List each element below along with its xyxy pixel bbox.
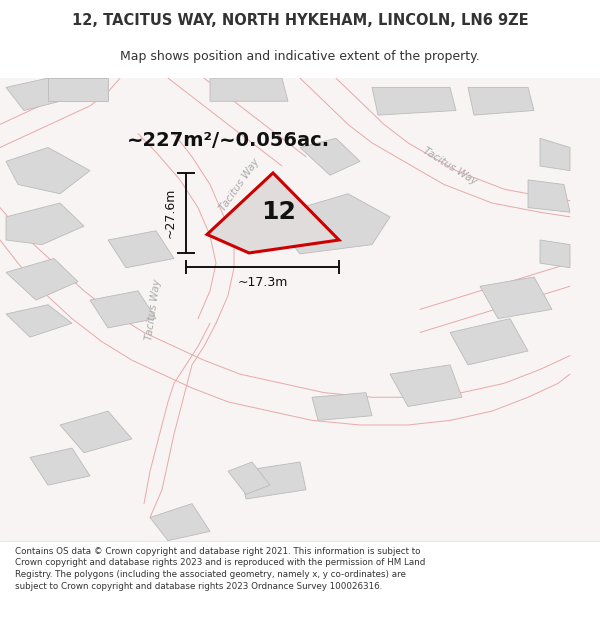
Polygon shape — [540, 138, 570, 171]
Text: ~17.3m: ~17.3m — [238, 276, 287, 289]
Polygon shape — [228, 462, 270, 494]
Polygon shape — [390, 365, 462, 406]
Polygon shape — [528, 180, 570, 213]
Text: 12, TACITUS WAY, NORTH HYKEHAM, LINCOLN, LN6 9ZE: 12, TACITUS WAY, NORTH HYKEHAM, LINCOLN,… — [71, 12, 529, 28]
Polygon shape — [207, 173, 339, 253]
Polygon shape — [210, 78, 288, 101]
Polygon shape — [108, 231, 174, 268]
Polygon shape — [30, 448, 90, 485]
Polygon shape — [372, 88, 456, 115]
Polygon shape — [48, 78, 108, 101]
Polygon shape — [540, 240, 570, 268]
Polygon shape — [300, 138, 360, 175]
Text: Contains OS data © Crown copyright and database right 2021. This information is : Contains OS data © Crown copyright and d… — [15, 546, 425, 591]
Text: 12: 12 — [262, 200, 296, 224]
Text: Tacitus Way: Tacitus Way — [218, 156, 262, 212]
Text: Map shows position and indicative extent of the property.: Map shows position and indicative extent… — [120, 50, 480, 62]
Polygon shape — [90, 291, 156, 328]
Text: Tacitus Way: Tacitus Way — [421, 146, 479, 187]
Polygon shape — [60, 411, 132, 452]
Polygon shape — [6, 78, 60, 111]
Polygon shape — [240, 462, 306, 499]
Polygon shape — [450, 319, 528, 365]
Polygon shape — [312, 392, 372, 421]
Polygon shape — [6, 203, 84, 244]
Polygon shape — [480, 277, 552, 319]
Polygon shape — [6, 148, 90, 194]
Polygon shape — [270, 194, 390, 254]
Polygon shape — [150, 504, 210, 541]
Text: ~227m²/~0.056ac.: ~227m²/~0.056ac. — [127, 131, 329, 150]
Polygon shape — [6, 259, 78, 300]
Polygon shape — [6, 305, 72, 337]
Text: Tacitus Way: Tacitus Way — [144, 278, 162, 341]
Text: ~27.6m: ~27.6m — [164, 188, 177, 238]
Polygon shape — [468, 88, 534, 115]
